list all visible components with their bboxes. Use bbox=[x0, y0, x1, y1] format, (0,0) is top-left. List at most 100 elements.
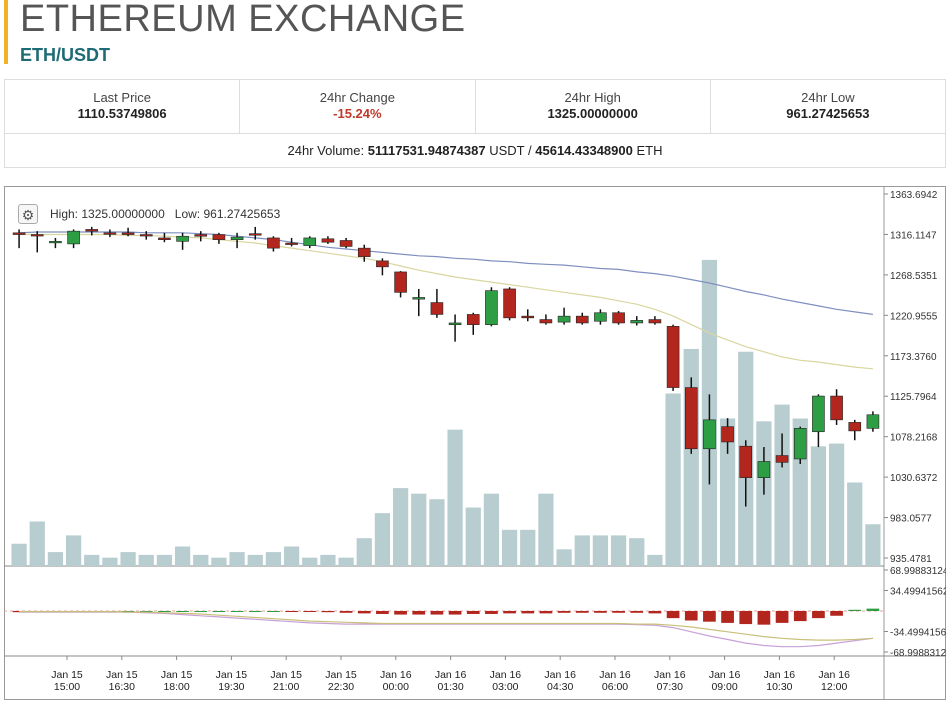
candle-down bbox=[739, 445, 753, 478]
macd-histogram-bar bbox=[485, 611, 498, 614]
candle-up bbox=[866, 414, 880, 429]
volume-eth-value: 45614.43348900 bbox=[535, 143, 633, 158]
candle-up bbox=[485, 290, 498, 325]
candle-down bbox=[85, 229, 99, 232]
volume-bar bbox=[847, 482, 863, 566]
macd-histogram-bar bbox=[594, 611, 607, 613]
chart-settings-button[interactable]: ⚙ bbox=[18, 204, 38, 224]
volume-bar bbox=[520, 529, 536, 566]
macd-histogram-bar bbox=[793, 611, 807, 622]
volume-bar bbox=[447, 429, 463, 566]
macd-histogram-bar bbox=[121, 611, 135, 612]
stat-24hr-change: 24hr Change -15.24% bbox=[240, 80, 476, 133]
price-tick-label: 1268.5351 bbox=[890, 271, 938, 282]
volume-bar bbox=[574, 535, 590, 566]
candle-down bbox=[775, 455, 789, 463]
candle-down bbox=[103, 232, 117, 235]
volume-bar bbox=[392, 488, 409, 566]
price-chart[interactable]: 1363.6942 1316.1147 1268.5351 1220.9555 1173… bbox=[4, 186, 950, 700]
volume-bar bbox=[592, 535, 609, 566]
moving-average-fast-line bbox=[19, 233, 873, 370]
candle-down bbox=[30, 234, 44, 237]
volume-separator: / bbox=[528, 143, 532, 158]
time-tick-time: 07:30 bbox=[657, 681, 683, 693]
stat-value: 1325.00000000 bbox=[547, 106, 638, 121]
volume-bar bbox=[647, 554, 663, 566]
time-tick-date: Jan 15 bbox=[51, 669, 83, 681]
indicator-tick-label: -68.99883124 bbox=[890, 648, 946, 659]
macd-histogram-bar bbox=[612, 611, 625, 613]
price-tick-label: 1078.2168 bbox=[890, 433, 938, 444]
macd-histogram-bar bbox=[666, 611, 680, 619]
stats-row: Last Price 1110.53749806 24hr Change -15… bbox=[5, 80, 945, 134]
candle-up bbox=[812, 395, 825, 433]
candle-up bbox=[67, 230, 80, 245]
candle-down bbox=[684, 387, 698, 450]
candle-up bbox=[303, 237, 317, 246]
candle-down bbox=[466, 314, 480, 325]
candle-down bbox=[721, 426, 734, 443]
macd-histogram-bar bbox=[139, 611, 153, 612]
price-chart-svg[interactable]: 1363.6942 1316.1147 1268.5351 1220.9555 1173… bbox=[4, 186, 950, 700]
candle-down bbox=[394, 271, 407, 293]
candle-down bbox=[194, 234, 208, 237]
candle-down bbox=[376, 260, 389, 268]
time-tick-date: Jan 16 bbox=[654, 669, 686, 681]
volume-bar bbox=[320, 554, 336, 566]
macd-histogram-bar bbox=[212, 611, 226, 612]
macd-histogram-bar bbox=[539, 611, 553, 614]
macd-histogram-bar bbox=[394, 611, 407, 615]
macd-histogram-bar bbox=[285, 611, 298, 612]
volume-bar bbox=[265, 552, 282, 566]
volume-bar bbox=[174, 546, 191, 566]
stat-label: Last Price bbox=[93, 90, 152, 105]
price-tick-label: 983.0577 bbox=[890, 514, 932, 525]
time-tick-time: 15:00 bbox=[54, 681, 80, 693]
macd-histogram-bar bbox=[339, 611, 353, 613]
volume-bar bbox=[120, 552, 136, 566]
time-tick-date: Jan 16 bbox=[764, 669, 796, 681]
price-tick-label: 1363.6942 bbox=[890, 190, 938, 201]
candle-down bbox=[285, 242, 298, 245]
volume-bar bbox=[465, 507, 481, 566]
macd-histogram-bar bbox=[303, 611, 317, 612]
candle-up bbox=[757, 461, 771, 478]
macd-histogram-bar bbox=[848, 609, 862, 611]
time-tick-time: 01:30 bbox=[437, 681, 463, 693]
volume-bar bbox=[411, 493, 427, 566]
volume-bar bbox=[211, 557, 227, 566]
volume-bar bbox=[247, 554, 263, 566]
macd-histogram-bar bbox=[321, 611, 335, 613]
price-tick-label: 1316.1147 bbox=[890, 230, 937, 241]
macd-histogram-bar bbox=[866, 608, 880, 611]
volume-bar bbox=[629, 538, 645, 566]
stat-24hr-volume: 24hr Volume: 51117531.94874387 USDT / 45… bbox=[5, 133, 945, 168]
stat-24hr-high: 24hr High 1325.00000000 bbox=[476, 80, 711, 133]
market-stats-panel: Last Price 1110.53749806 24hr Change -15… bbox=[4, 79, 946, 168]
macd-signal-line bbox=[19, 611, 873, 641]
page-title: ETHEREUM EXCHANGE bbox=[20, 0, 466, 40]
time-tick-date: Jan 15 bbox=[325, 669, 357, 681]
candle-down bbox=[321, 238, 335, 243]
stat-value: 961.27425653 bbox=[786, 106, 870, 121]
candle-down bbox=[430, 302, 444, 315]
macd-histogram-bar bbox=[12, 611, 26, 613]
macd-histogram-bar bbox=[376, 611, 389, 614]
macd-histogram-bar bbox=[503, 611, 516, 614]
volume-bar bbox=[665, 393, 681, 566]
volume-bar bbox=[47, 552, 64, 566]
candle-down bbox=[848, 422, 862, 432]
macd-histogram-bar bbox=[775, 611, 789, 623]
volume-bar bbox=[302, 557, 318, 566]
chart-low-label: Low: bbox=[174, 207, 201, 221]
volume-bar bbox=[719, 418, 736, 566]
time-tick-date: Jan 16 bbox=[544, 669, 576, 681]
candle-down bbox=[267, 237, 280, 249]
volume-bar bbox=[429, 499, 445, 566]
time-tick-date: Jan 16 bbox=[709, 669, 741, 681]
macd-histogram-bar bbox=[684, 611, 698, 621]
candle-down bbox=[357, 247, 371, 257]
candle-down bbox=[521, 315, 535, 319]
candle-down bbox=[248, 233, 262, 236]
time-tick-date: Jan 15 bbox=[270, 669, 302, 681]
